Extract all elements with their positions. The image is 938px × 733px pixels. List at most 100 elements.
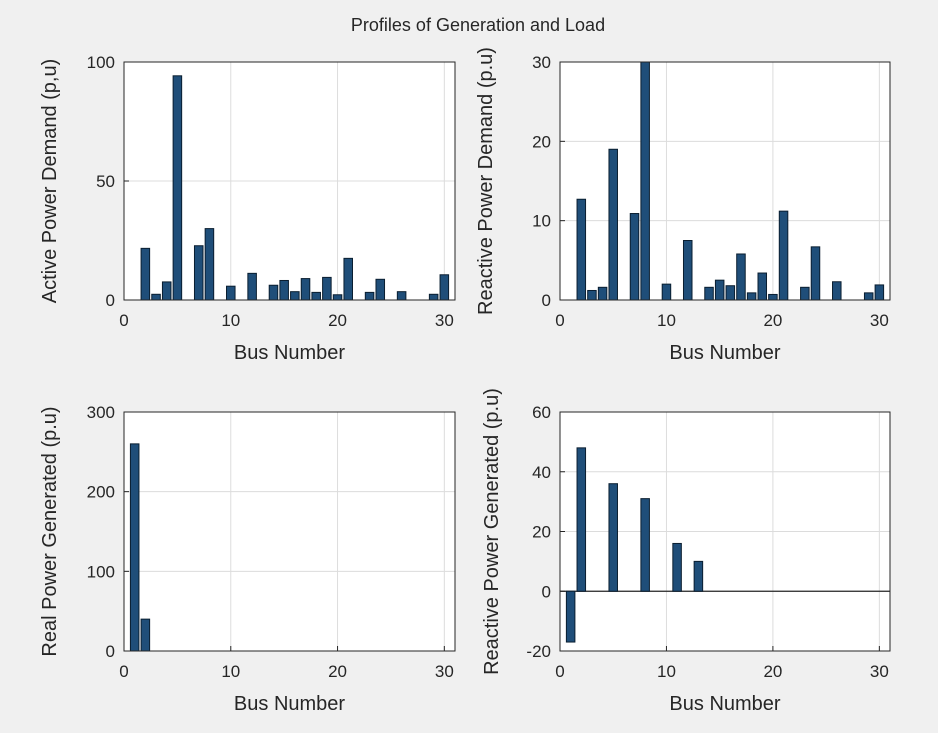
bar (396, 291, 407, 301)
figure-title: Profiles of Generation and Load (351, 15, 605, 35)
bar (428, 293, 439, 301)
x-tick-label: 30 (435, 662, 454, 681)
x-tick-label: 0 (555, 662, 564, 681)
bar (343, 257, 353, 301)
bar (193, 245, 204, 301)
x-axis-label: Bus Number (669, 693, 780, 715)
y-tick-label: 40 (532, 463, 551, 482)
y-tick-label: 20 (532, 132, 551, 151)
bar (140, 618, 151, 652)
y-axis-label: Active Power Demand (p,u) (39, 59, 61, 304)
bar (204, 228, 215, 301)
bar (129, 443, 140, 652)
bar (226, 285, 236, 301)
bar (810, 246, 821, 301)
x-axis-label: Bus Number (669, 342, 780, 364)
bar (725, 285, 736, 301)
x-tick-label: 30 (870, 662, 889, 681)
bar (140, 247, 151, 301)
x-tick-label: 20 (763, 662, 782, 681)
y-axis-label: Reactive Power Demand (p.u) (475, 47, 497, 315)
bar (608, 483, 618, 592)
bar (300, 278, 311, 301)
chart-1: 0 10 20 30 0 50 100 Bus Number Active Power Dema… (39, 53, 456, 364)
x-axis-label: Bus Number (234, 342, 345, 364)
bar (693, 560, 704, 592)
y-tick-label: 0 (106, 642, 115, 661)
bar (311, 291, 321, 301)
bar (704, 286, 714, 301)
bar (439, 274, 450, 301)
bar (268, 284, 279, 301)
bar (597, 286, 608, 301)
bar (332, 294, 343, 301)
bar (832, 281, 842, 301)
bar (629, 213, 640, 301)
bar (874, 284, 885, 301)
bar (290, 291, 300, 301)
y-tick-label: 50 (96, 172, 115, 191)
bar (608, 148, 618, 301)
bar (800, 286, 810, 301)
y-tick-label: 0 (542, 582, 551, 601)
bar (565, 590, 576, 643)
x-tick-label: 20 (328, 311, 347, 330)
x-tick-label: 20 (763, 311, 782, 330)
bar (757, 272, 768, 301)
y-tick-label: 10 (532, 212, 551, 231)
y-tick-label: 20 (532, 523, 551, 542)
bar (778, 210, 789, 301)
bar (768, 293, 778, 301)
y-tick-label: 60 (532, 403, 551, 422)
bar (661, 283, 672, 301)
bar (279, 279, 289, 301)
bar (322, 276, 332, 301)
bar (736, 253, 746, 301)
bar (576, 447, 587, 592)
x-tick-label: 10 (657, 662, 676, 681)
bar (714, 279, 725, 301)
x-tick-label: 0 (555, 311, 564, 330)
y-axis-label: Real Power Generated (p.u) (39, 406, 61, 656)
y-tick-label: 300 (87, 403, 115, 422)
x-tick-label: 0 (119, 311, 128, 330)
bar (863, 292, 874, 301)
bar (640, 61, 650, 301)
y-axis-label: Reactive Power Generated (p.u) (481, 388, 503, 675)
x-tick-label: 30 (435, 311, 454, 330)
x-tick-label: 10 (221, 311, 240, 330)
x-tick-label: 20 (328, 662, 347, 681)
bar (375, 278, 386, 301)
y-tick-label: 100 (87, 53, 115, 72)
bar (640, 498, 650, 592)
y-tick-label: 30 (532, 53, 551, 72)
axes-box (123, 411, 456, 652)
y-tick-label: 200 (87, 483, 115, 502)
bar (672, 542, 682, 592)
bar (151, 293, 161, 301)
bar (161, 281, 172, 301)
y-tick-label: 100 (87, 562, 115, 581)
y-tick-label: 0 (542, 291, 551, 310)
x-tick-label: 0 (119, 662, 128, 681)
bar (746, 292, 757, 301)
y-tick-label: -20 (526, 642, 551, 661)
y-tick-label: 0 (106, 291, 115, 310)
x-tick-label: 30 (870, 311, 889, 330)
bar (172, 75, 183, 301)
axes-box (559, 61, 891, 301)
axes-box (123, 61, 456, 301)
plot-area (124, 412, 455, 651)
x-tick-label: 10 (657, 311, 676, 330)
bar (682, 240, 693, 301)
x-axis-label: Bus Number (234, 693, 345, 715)
bar (587, 289, 597, 301)
axes-box (559, 411, 891, 652)
chart-2: 0 10 20 30 0 10 20 30 Bus Number Reactive Power D… (475, 47, 891, 364)
bar (247, 272, 257, 301)
bar (364, 291, 375, 301)
